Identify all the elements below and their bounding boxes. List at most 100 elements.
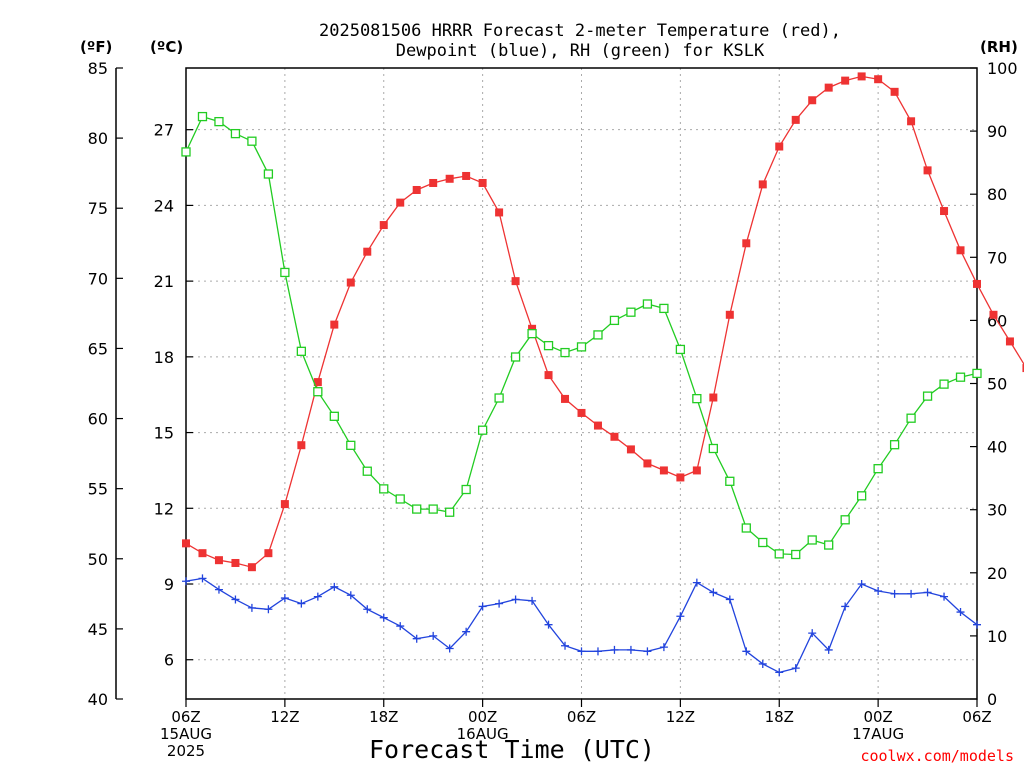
rh-point: [840, 515, 850, 525]
rh-point: [461, 484, 471, 495]
x-tick-label: 12Z: [270, 708, 299, 726]
dewpoint-point: [824, 645, 833, 654]
dewpoint-point: [528, 596, 537, 605]
celsius-tick-label: 6: [164, 651, 174, 670]
temperature-point: [940, 207, 949, 216]
temperature-point: [874, 75, 883, 84]
dewpoint-point: [429, 631, 438, 640]
temperature-point: [808, 96, 817, 105]
fahrenheit-tick-label: 45: [88, 620, 108, 639]
temperature-point: [412, 185, 421, 194]
fahrenheit-tick-label: 80: [88, 129, 108, 148]
fahrenheit-tick-label: 65: [88, 339, 108, 358]
dewpoint-point: [923, 588, 932, 597]
temperature-line: [185, 75, 1024, 568]
dewpoint-point: [445, 644, 454, 653]
fahrenheit-tick-label: 50: [88, 550, 108, 569]
x-axis-title: Forecast Time (UTC): [369, 735, 655, 764]
fahrenheit-axis-label: (ºF): [80, 38, 112, 56]
temperature-point: [709, 393, 718, 402]
data-series: [181, 72, 1024, 677]
temperature-point: [511, 277, 520, 286]
celsius-tick-label: 21: [154, 272, 174, 291]
temperature-point: [396, 198, 405, 207]
fahrenheit-tick-label: 60: [88, 410, 108, 429]
dewpoint-point: [214, 585, 223, 594]
dewpoint-point: [363, 605, 372, 614]
rh-point: [329, 411, 339, 421]
dewpoint-point: [857, 580, 866, 589]
dewpoint-point: [478, 602, 487, 611]
dewpoint-point: [841, 602, 850, 611]
rh-point: [494, 393, 504, 403]
temperature-point: [247, 563, 256, 572]
dewpoint-point: [379, 613, 388, 622]
temperature-point: [297, 441, 306, 450]
temperature-point: [478, 178, 487, 187]
rh-point: [725, 476, 735, 486]
temperature-point: [445, 174, 454, 183]
celsius-tick-label: 15: [154, 424, 174, 443]
rh-point: [593, 330, 603, 340]
temperature-point: [231, 558, 240, 567]
dewpoint-point: [313, 592, 322, 601]
temperature-point: [182, 539, 190, 548]
rh-point: [972, 368, 982, 379]
dewpoint-point: [890, 589, 899, 598]
rh-point: [873, 464, 883, 474]
rh-point: [955, 372, 966, 382]
rh-tick-label: 50: [987, 375, 1007, 394]
rh-tick-label: 20: [987, 564, 1007, 583]
x-tick-label: 17AUG: [852, 725, 904, 743]
rh-axis-label: (RH): [980, 38, 1018, 56]
rh-point: [692, 393, 702, 404]
dewpoint-point: [758, 659, 767, 668]
chart-title: 2025081506 HRRR Forecast 2-meter Tempera…: [319, 21, 841, 61]
x-tick-label: 16AUG: [457, 725, 509, 743]
rh-point: [922, 391, 933, 401]
rh-point: [280, 267, 290, 278]
rh-point: [758, 537, 768, 548]
temperature-point: [659, 466, 668, 475]
dewpoint-point: [396, 622, 405, 631]
rh-point: [412, 504, 422, 514]
dewpoint-point: [544, 620, 553, 629]
rh-point: [824, 540, 834, 550]
dewpoint-point: [725, 595, 734, 604]
rh-point: [296, 346, 307, 356]
temperature-point: [923, 166, 932, 175]
chart-title-line-2: Dewpoint (blue), RH (green) for KSLK: [396, 41, 765, 61]
temperature-point: [775, 142, 784, 151]
dewpoint-point: [676, 612, 685, 621]
temperature-point: [725, 310, 734, 319]
rh-point: [197, 111, 208, 122]
temperature-point: [758, 180, 767, 189]
dewpoint-point: [709, 588, 718, 597]
dewpoint-point: [330, 582, 339, 591]
rh-point: [346, 440, 356, 450]
temperature-point: [330, 320, 339, 329]
temperature-point: [346, 278, 355, 287]
temperature-point: [973, 279, 981, 288]
temperature-series: [182, 72, 1024, 572]
celsius-axis-label: (ºC): [150, 38, 183, 56]
dewpoint-point: [626, 645, 635, 654]
temperature-point: [379, 221, 388, 230]
dewpoint-point: [577, 647, 586, 656]
dewpoint-point: [462, 627, 471, 636]
x-tick-label: 18Z: [765, 708, 794, 726]
rh-point: [642, 299, 653, 309]
rh-point: [428, 504, 438, 514]
x-tick-label: 12Z: [666, 708, 695, 726]
celsius-tick-label: 27: [154, 121, 174, 140]
celsius-tick-label: 12: [154, 499, 174, 518]
temperature-point: [462, 171, 471, 180]
dewpoint-series: [182, 574, 981, 677]
rh-point: [708, 443, 718, 454]
rh-tick-label: 30: [987, 501, 1007, 520]
fahrenheit-tick-label: 70: [88, 269, 108, 288]
dewpoint-point: [808, 629, 817, 638]
temperature-point: [692, 466, 701, 475]
dewpoint-point: [231, 595, 240, 604]
